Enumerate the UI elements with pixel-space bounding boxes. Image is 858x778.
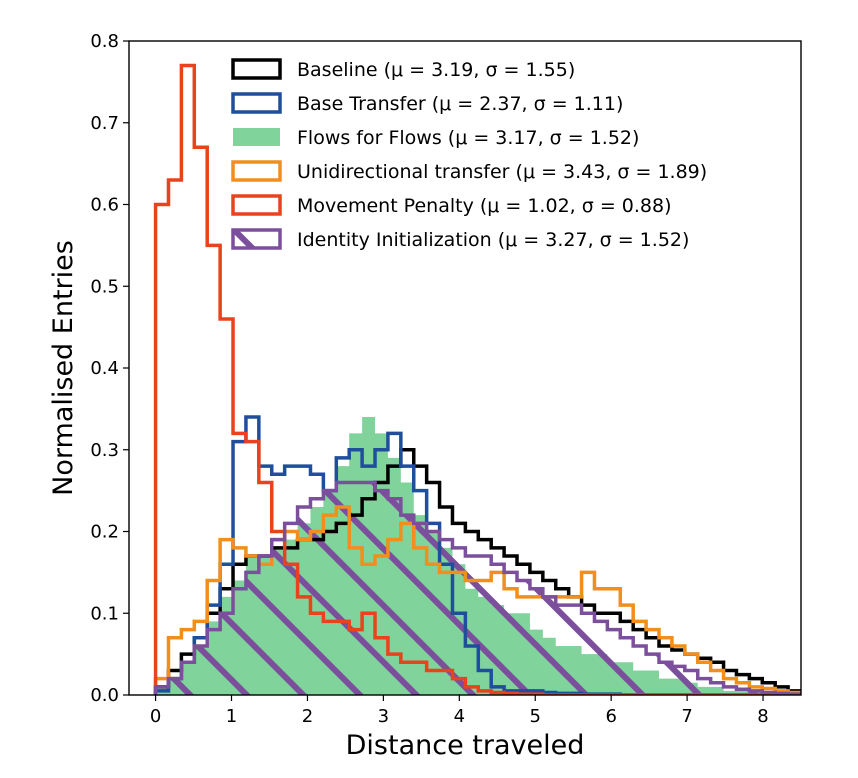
series-4-step bbox=[153, 63, 801, 695]
legend-label-4: Movement Penalty (μ = 1.02, σ = 0.88) bbox=[297, 195, 672, 217]
x-tick-label: 5 bbox=[530, 706, 541, 727]
x-tick-label: 8 bbox=[757, 706, 768, 727]
x-tick-label: 6 bbox=[605, 706, 616, 727]
legend-swatch-2 bbox=[233, 128, 280, 146]
x-axis-label: Distance traveled bbox=[346, 730, 585, 761]
legend-label-5: Identity Initialization (μ = 3.27, σ = 1… bbox=[297, 229, 689, 251]
y-tick-label: 0.2 bbox=[90, 522, 119, 543]
y-tick-label: 0.8 bbox=[90, 31, 119, 52]
x-tick-label: 2 bbox=[302, 706, 313, 727]
y-tick-label: 0.1 bbox=[90, 603, 119, 624]
series-1-step bbox=[153, 415, 801, 695]
legend-label-2: Flows for Flows (μ = 3.17, σ = 1.52) bbox=[297, 127, 639, 149]
legend-label-0: Baseline (μ = 3.19, σ = 1.55) bbox=[297, 59, 575, 81]
y-tick-label: 0.6 bbox=[90, 195, 119, 216]
fill-layer bbox=[155, 417, 801, 695]
y-tick-label: 0.4 bbox=[90, 358, 119, 379]
legend: Baseline (μ = 3.19, σ = 1.55) Base Transf… bbox=[231, 58, 707, 251]
x-axis-ticks: 0 1 2 3 4 5 6 7 8 bbox=[150, 695, 769, 727]
series-5-step bbox=[153, 480, 801, 695]
legend-label-3: Unidirectional transfer (μ = 3.43, σ = 1… bbox=[297, 161, 707, 183]
y-tick-label: 0.7 bbox=[90, 113, 119, 134]
y-tick-label: 0.0 bbox=[90, 685, 119, 706]
step-layer bbox=[153, 63, 801, 695]
x-tick-label: 3 bbox=[378, 706, 389, 727]
y-tick-label: 0.5 bbox=[90, 276, 119, 297]
legend-label-1: Base Transfer (μ = 2.37, σ = 1.11) bbox=[297, 93, 623, 115]
series-3-step bbox=[153, 505, 801, 695]
legend-swatch-5 bbox=[231, 228, 282, 250]
x-tick-label: 7 bbox=[681, 706, 692, 727]
legend-swatch-1 bbox=[231, 92, 282, 114]
legend-swatch-0 bbox=[231, 58, 282, 80]
x-tick-label: 1 bbox=[226, 706, 237, 727]
y-axis-label: Normalised Entries bbox=[48, 240, 79, 496]
x-tick-label: 0 bbox=[150, 706, 161, 727]
legend-swatch-3 bbox=[231, 160, 282, 182]
legend-swatch-4 bbox=[231, 194, 282, 216]
x-tick-label: 4 bbox=[454, 706, 465, 727]
y-tick-label: 0.3 bbox=[90, 440, 119, 461]
series-5-hatch bbox=[155, 482, 801, 695]
y-axis-ticks: 0.0 0.1 0.2 0.3 0.4 0.5 0.6 0.7 0.8 bbox=[90, 31, 129, 706]
